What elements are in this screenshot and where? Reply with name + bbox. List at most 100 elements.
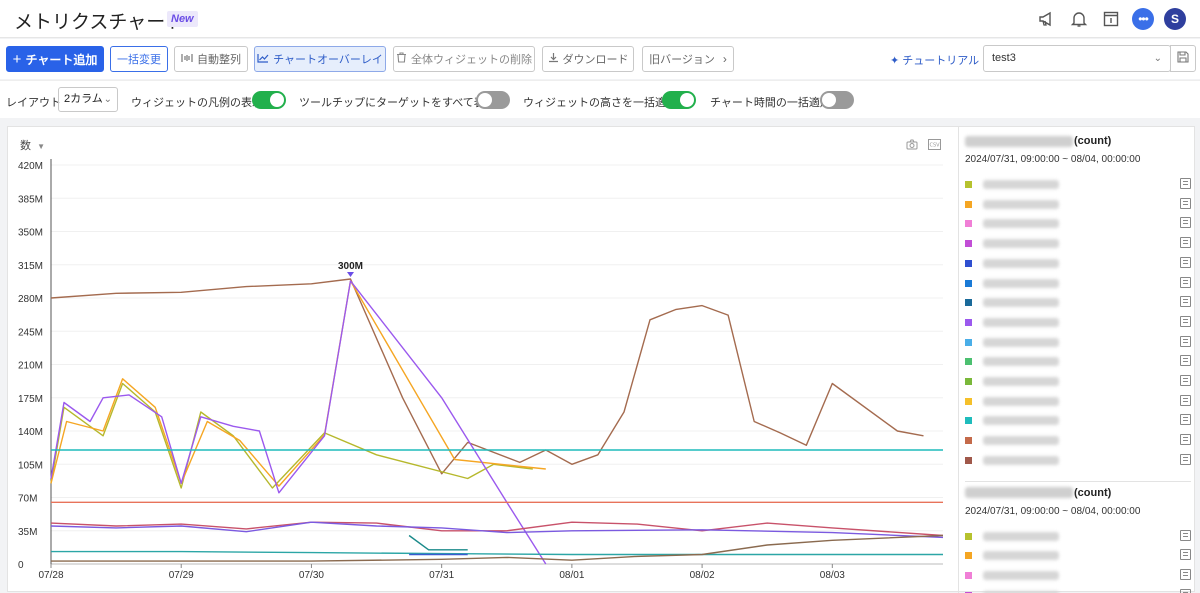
old-version-button[interactable]: 旧バージョン › (642, 46, 734, 72)
y-tick-label: 0 (18, 560, 24, 571)
list-detail-icon[interactable] (1180, 315, 1191, 327)
delete-all-widgets-button[interactable]: 全体ウィジェットの削除 (393, 46, 535, 72)
peak-label: 300M (338, 261, 363, 272)
legend-item[interactable] (965, 527, 1191, 546)
legend-swatch (965, 417, 972, 425)
chevron-down-icon: ⌄ (103, 94, 112, 105)
list-detail-icon[interactable] (1180, 217, 1191, 229)
list-detail-icon[interactable] (1180, 197, 1191, 209)
legend-item[interactable] (965, 274, 1191, 293)
list-detail-icon[interactable] (1180, 355, 1191, 367)
y-tick-label: 315M (18, 261, 43, 272)
legend-item[interactable] (965, 411, 1191, 430)
legend-item[interactable] (965, 451, 1191, 470)
series-line-8 (51, 550, 943, 556)
legend-item-name-redacted (983, 219, 1059, 229)
list-detail-icon[interactable] (1180, 414, 1191, 426)
y-tick-label: 35M (18, 527, 37, 538)
legend-swatch (965, 397, 972, 405)
legend-swatch (965, 200, 972, 208)
camera-icon[interactable] (906, 137, 918, 155)
metric-name: 数 (20, 140, 31, 152)
auto-arrange-label: 自動整列 (197, 54, 241, 66)
list-detail-icon[interactable] (1180, 453, 1191, 465)
layout-select[interactable]: 2カラム ⌄ (58, 87, 118, 112)
legend-item[interactable] (965, 372, 1191, 391)
legend-item[interactable] (965, 566, 1191, 585)
legend-item-name-redacted (983, 317, 1059, 327)
legend-item[interactable] (965, 392, 1191, 411)
auto-arrange-button[interactable]: 自動整列 (174, 46, 248, 72)
list-detail-icon[interactable] (1180, 256, 1191, 268)
line-chart[interactable]: 0 35M 70M 105M 140M 175M 210M 245M 280M 315M 350M 3… (8, 127, 958, 593)
list-detail-icon[interactable] (1180, 335, 1191, 347)
legend-item[interactable] (965, 333, 1191, 352)
legend-item-name-redacted (983, 551, 1059, 561)
list-detail-icon[interactable] (1180, 529, 1191, 541)
chevron-right-icon: › (722, 52, 727, 66)
preset-value: test3 (992, 52, 1016, 64)
list-detail-icon[interactable] (1180, 178, 1191, 189)
download-button[interactable]: ダウンロード (542, 46, 634, 72)
legend-toggle[interactable] (252, 91, 286, 109)
legend-item[interactable] (965, 352, 1191, 371)
list-detail-icon[interactable] (1180, 375, 1191, 386)
legend-item[interactable] (965, 546, 1191, 565)
toggle-knob (680, 93, 694, 107)
legend-item[interactable] (965, 234, 1191, 253)
time-toggle[interactable] (820, 91, 854, 109)
list-detail-icon[interactable] (1180, 394, 1191, 406)
height-toggle-label: ウィジェットの高さを一括適用 (523, 97, 677, 109)
legend-swatch (965, 552, 972, 560)
new-badge: New (167, 11, 198, 27)
legend-swatch (965, 220, 972, 228)
legend-item-name-redacted (983, 278, 1059, 288)
list-detail-icon[interactable] (1180, 568, 1191, 580)
y-tick-label: 420M (18, 161, 43, 172)
tutorial-link[interactable]: ✦ チュートリアル (890, 52, 979, 68)
list-detail-icon[interactable] (1180, 549, 1191, 561)
chat-icon[interactable]: ••• (1132, 8, 1154, 30)
preset-select[interactable]: test3 ⌄ (983, 45, 1171, 72)
metric-selector[interactable]: 数 ▼ (20, 137, 45, 153)
legend-item[interactable] (965, 313, 1191, 332)
info-panel-icon[interactable] (1100, 8, 1122, 30)
csv-icon[interactable]: CSV (928, 137, 941, 155)
legend-swatch (965, 571, 972, 579)
redacted-name (965, 135, 1073, 147)
legend-item[interactable] (965, 293, 1191, 312)
legend-item[interactable] (965, 175, 1191, 194)
legend-swatch (965, 279, 972, 287)
height-toggle[interactable] (662, 91, 696, 109)
legend-swatch (965, 456, 972, 464)
legend-group-title: (count) (965, 487, 1111, 499)
list-detail-icon[interactable] (1180, 237, 1191, 249)
avatar[interactable]: S (1164, 8, 1186, 30)
bulk-change-button[interactable]: 一括変更 (110, 46, 168, 72)
legend-swatch (965, 532, 972, 540)
list-detail-icon[interactable] (1180, 276, 1191, 288)
series-line-2 (50, 280, 546, 487)
list-detail-icon[interactable] (1180, 296, 1191, 308)
bell-icon[interactable] (1068, 8, 1090, 30)
list-detail-icon[interactable] (1180, 588, 1191, 593)
legend-unit: (count) (1074, 135, 1112, 147)
add-chart-button[interactable]: + チャート追加 (6, 46, 104, 72)
legend-item[interactable] (965, 431, 1191, 450)
legend-time-range: 2024/07/31, 09:00:00 ~ 08/04, 00:00:00 (965, 154, 1141, 165)
legend-item[interactable] (965, 214, 1191, 233)
series-line-7 (50, 521, 944, 539)
floppy-icon (1177, 50, 1189, 68)
list-detail-icon[interactable] (1180, 434, 1191, 446)
legend-item[interactable] (965, 254, 1191, 273)
legend-swatch (965, 299, 972, 307)
legend-time-range: 2024/07/31, 09:00:00 ~ 08/04, 00:00:00 (965, 505, 1141, 517)
panel-tools: CSV (906, 137, 941, 155)
tooltip-toggle[interactable] (476, 91, 510, 109)
save-preset-button[interactable] (1170, 45, 1196, 72)
legend-divider (965, 480, 1191, 482)
toggle-knob (822, 93, 836, 107)
legend-item[interactable] (965, 195, 1191, 214)
megaphone-icon[interactable] (1036, 8, 1058, 30)
chart-overlay-button[interactable]: チャートオーバーレイ (254, 46, 386, 72)
